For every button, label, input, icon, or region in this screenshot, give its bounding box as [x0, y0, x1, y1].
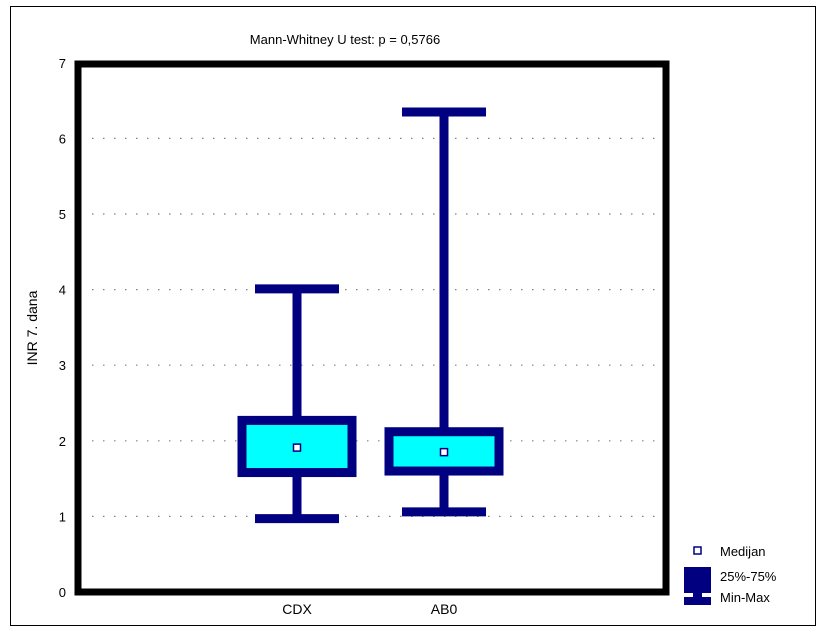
y-axis-label: INR 7. dana — [24, 290, 40, 365]
y-tick-label-0: 0 — [59, 585, 66, 600]
chart-frame — [10, 6, 816, 626]
median-marker-cdx — [292, 443, 302, 452]
x-axis-categories: CDX AB0 — [282, 601, 457, 617]
x-category-label-ab0: AB0 — [431, 601, 458, 617]
y-tick-label-6: 6 — [59, 131, 66, 146]
y-tick-label-5: 5 — [59, 207, 66, 222]
x-category-label-cdx: CDX — [282, 601, 312, 617]
legend-label-median: Medijan — [720, 544, 766, 559]
median-marker-ab0 — [439, 447, 449, 457]
legend-symbol-median — [693, 546, 702, 555]
boxes — [237, 107, 504, 524]
legend-label-box: 25%-75% — [720, 569, 777, 584]
legend-symbol-range-stem — [693, 590, 702, 600]
y-tick-label-7: 7 — [59, 56, 66, 71]
legend-label-range: Min-Max — [720, 590, 770, 605]
y-axis-ticks: 0 1 2 3 4 5 6 7 — [59, 56, 66, 600]
y-tick-label-2: 2 — [59, 434, 66, 449]
y-tick-label-3: 3 — [59, 358, 66, 373]
legend: Medijan 25%-75% Min-Max — [684, 544, 777, 605]
legend-symbol-range — [684, 597, 711, 605]
y-tick-label-1: 1 — [59, 509, 66, 524]
legend-symbol-box — [684, 567, 711, 593]
chart-title: Mann-Whitney U test: p = 0,5766 — [249, 32, 441, 47]
grid-lines — [92, 137, 656, 518]
plot-area-border — [74, 60, 670, 596]
y-tick-label-4: 4 — [59, 283, 66, 298]
